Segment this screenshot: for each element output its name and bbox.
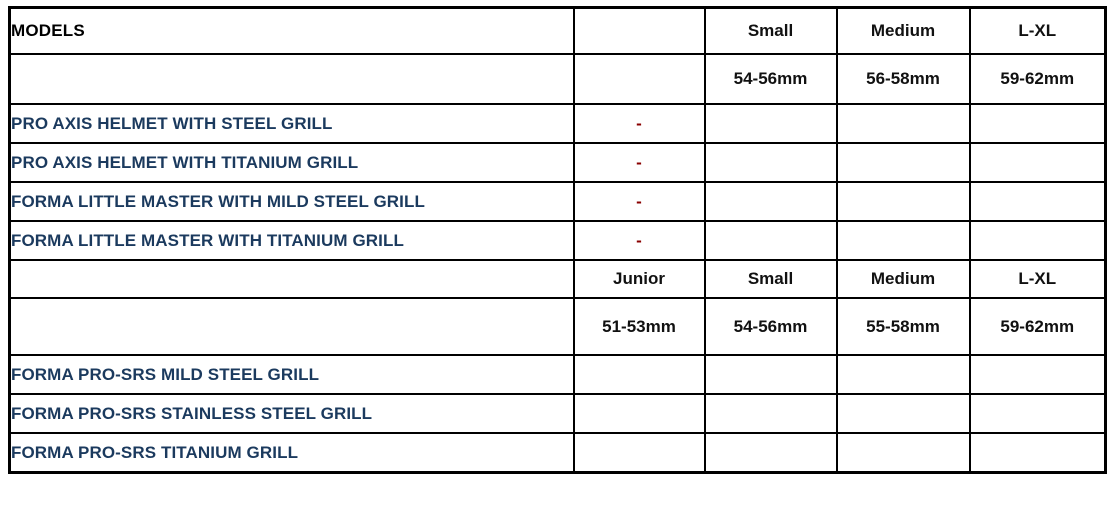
availability-cell-junior (572, 354, 706, 395)
availability-cell-lxl (968, 142, 1107, 183)
availability-cell-junior: - (572, 181, 706, 222)
table-row: FORMA PRO-SRS STAINLESS STEEL GRILL (8, 393, 1107, 434)
availability-cell-medium (835, 220, 971, 261)
size-value-lxl-2: 59-62mm (968, 297, 1107, 356)
size-name-lxl-1: L-XL (968, 6, 1107, 55)
availability-cell-medium (835, 393, 971, 434)
availability-cell-small (703, 220, 838, 261)
availability-cell-lxl (968, 103, 1107, 144)
product-name-cell: FORMA PRO-SRS MILD STEEL GRILL (8, 354, 575, 395)
size-value-junior-2: 51-53mm (572, 297, 706, 356)
availability-cell-junior: - (572, 142, 706, 183)
helmet-size-chart-table: MODELS Small Medium L-XL 54-56mm 56-58mm… (8, 6, 1107, 474)
availability-cell-junior (572, 393, 706, 434)
size-name-small-2: Small (703, 259, 838, 299)
size-value-small-1: 54-56mm (703, 53, 838, 105)
sizes-two-model-blue-blank (8, 297, 575, 356)
availability-cell-medium (835, 432, 971, 474)
table-row-sizes-section-one: 54-56mm 56-58mm 59-62mm (8, 53, 1107, 105)
table-row: FORMA LITTLE MASTER WITH TITANIUM GRILL … (8, 220, 1107, 261)
availability-cell-junior: - (572, 103, 706, 144)
table-row-models-header: MODELS Small Medium L-XL (8, 6, 1107, 55)
size-value-medium-1: 56-58mm (835, 53, 971, 105)
size-name-lxl-2: L-XL (968, 259, 1107, 299)
size-value-lxl-1: 59-62mm (968, 53, 1107, 105)
table-row: PRO AXIS HELMET WITH TITANIUM GRILL - (8, 142, 1107, 183)
availability-cell-small (703, 142, 838, 183)
size-name-medium-2: Medium (835, 259, 971, 299)
availability-cell-lxl (968, 432, 1107, 474)
availability-cell-small (703, 103, 838, 144)
availability-cell-medium (835, 354, 971, 395)
size-name-medium-1: Medium (835, 6, 971, 55)
table-row-sizes-section-two: 51-53mm 54-56mm 55-58mm 59-62mm (8, 297, 1107, 356)
availability-cell-lxl (968, 354, 1107, 395)
availability-cell-junior (572, 432, 706, 474)
availability-cell-medium (835, 142, 971, 183)
availability-cell-lxl (968, 181, 1107, 222)
availability-cell-small (703, 393, 838, 434)
sizes-one-junior-blank (572, 53, 706, 105)
size-name-junior-2: Junior (572, 259, 706, 299)
product-name-cell: FORMA LITTLE MASTER WITH MILD STEEL GRIL… (8, 181, 575, 222)
size-value-small-2: 54-56mm (703, 297, 838, 356)
availability-cell-lxl (968, 393, 1107, 434)
table-row-sizes-header-section-two: Junior Small Medium L-XL (8, 259, 1107, 299)
product-name-cell: FORMA LITTLE MASTER WITH TITANIUM GRILL (8, 220, 575, 261)
table-row: FORMA PRO-SRS TITANIUM GRILL (8, 432, 1107, 474)
product-name-cell: PRO AXIS HELMET WITH TITANIUM GRILL (8, 142, 575, 183)
availability-cell-small (703, 432, 838, 474)
table-row: FORMA LITTLE MASTER WITH MILD STEEL GRIL… (8, 181, 1107, 222)
product-name-cell: PRO AXIS HELMET WITH STEEL GRILL (8, 103, 575, 144)
product-name-cell: FORMA PRO-SRS STAINLESS STEEL GRILL (8, 393, 575, 434)
availability-cell-small (703, 354, 838, 395)
size-value-medium-2: 55-58mm (835, 297, 971, 356)
product-name-cell: FORMA PRO-SRS TITANIUM GRILL (8, 432, 575, 474)
availability-cell-medium (835, 181, 971, 222)
sizes-two-model-blank (8, 259, 575, 299)
sizes-one-model-blank (8, 53, 575, 105)
availability-cell-medium (835, 103, 971, 144)
availability-cell-junior: - (572, 220, 706, 261)
size-name-small-1: Small (703, 6, 838, 55)
models-header-junior-blank (572, 6, 706, 55)
table-row: PRO AXIS HELMET WITH STEEL GRILL - (8, 103, 1107, 144)
models-header-cell: MODELS (8, 6, 575, 55)
availability-cell-small (703, 181, 838, 222)
availability-cell-lxl (968, 220, 1107, 261)
table-row: FORMA PRO-SRS MILD STEEL GRILL (8, 354, 1107, 395)
